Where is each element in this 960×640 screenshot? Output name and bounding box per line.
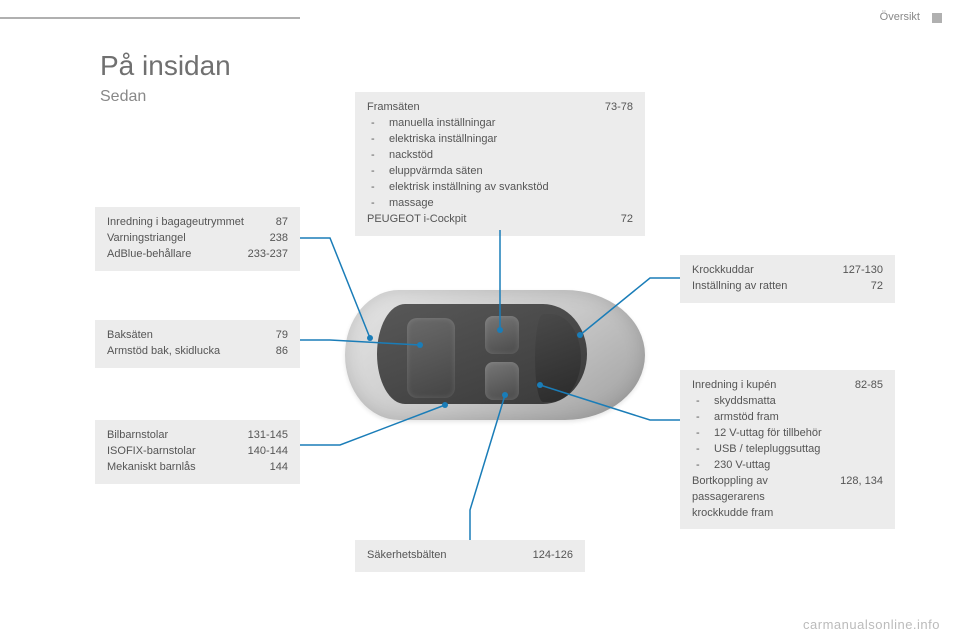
row: Baksäten79 [107, 328, 288, 344]
row-icockpit: PEUGEOT i-Cockpit 72 [367, 212, 633, 228]
row: Mekaniskt barnlås144 [107, 460, 288, 476]
page-marker [932, 13, 942, 23]
row: Varningstriangel238 [107, 231, 288, 247]
box-rear-seats: Baksäten79 Armstöd bak, skidlucka86 [95, 320, 300, 368]
row-framsaten: Framsäten 73-78 [367, 100, 633, 116]
box-boot: Inredning i bagageutrymmet87 Varningstri… [95, 207, 300, 271]
bullet: -skyddsmatta [692, 394, 883, 410]
pages: 73-78 [605, 100, 633, 116]
bullet: -elektrisk inställning av svankstöd [367, 180, 633, 196]
bullet: -12 V-uttag för tillbehör [692, 426, 883, 442]
box-front-seats: Framsäten 73-78 -manuella inställningar … [355, 92, 645, 236]
row: ISOFIX-barnstolar140-144 [107, 444, 288, 460]
bullet: -elektriska inställningar [367, 132, 633, 148]
front-left-seat [485, 316, 519, 354]
row: Inredning i bagageutrymmet87 [107, 215, 288, 231]
box-seatbelts: Säkerhetsbälten124-126 [355, 540, 585, 572]
bullet: -USB / telepluggsuttag [692, 442, 883, 458]
header-section: Översikt [880, 11, 920, 23]
footer-watermark: carmanualsonline.info [803, 617, 940, 632]
box-interior: Inredning i kupén82-85 -skyddsmatta -arm… [680, 370, 895, 529]
bullet: -massage [367, 196, 633, 212]
front-right-seat [485, 362, 519, 400]
row: Krockkuddar127-130 [692, 263, 883, 279]
header-rule [0, 17, 300, 19]
row: Bortkoppling av passagerarens krockkudde… [692, 474, 883, 522]
page-subtitle: Sedan [100, 88, 146, 106]
rear-seat [407, 318, 455, 398]
bullet: -armstöd fram [692, 410, 883, 426]
bullet: -manuella inställningar [367, 116, 633, 132]
bullet: -nackstöd [367, 148, 633, 164]
car-illustration [335, 270, 655, 440]
label: Framsäten [367, 100, 587, 116]
page-title: På insidan [100, 50, 231, 82]
box-child-seats: Bilbarnstolar131-145 ISOFIX-barnstolar14… [95, 420, 300, 484]
box-airbags: Krockkuddar127-130 Inställning av ratten… [680, 255, 895, 303]
label: PEUGEOT i-Cockpit [367, 212, 603, 228]
pages: 72 [621, 212, 633, 228]
bullet: -230 V-uttag [692, 458, 883, 474]
row: Säkerhetsbälten124-126 [367, 548, 573, 564]
bullet: -eluppvärmda säten [367, 164, 633, 180]
row: Bilbarnstolar131-145 [107, 428, 288, 444]
row: AdBlue-behållare233-237 [107, 247, 288, 263]
row: Inställning av ratten72 [692, 279, 883, 295]
row: Inredning i kupén82-85 [692, 378, 883, 394]
row: Armstöd bak, skidlucka86 [107, 344, 288, 360]
